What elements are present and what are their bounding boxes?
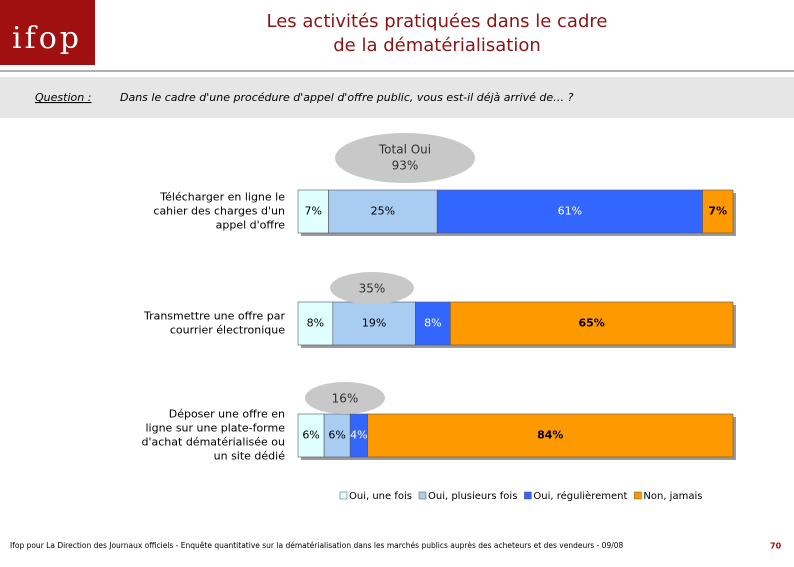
footer: Ifop pour La Direction des Journaux offi…: [10, 541, 624, 550]
value-label: 7%: [708, 205, 727, 218]
legend-swatch: [418, 491, 427, 500]
title-line: de la dématérialisation: [333, 35, 541, 56]
value-label: 84%: [537, 429, 563, 442]
category-label: Déposer une offre en ligne sur une plate-…: [142, 408, 286, 463]
total-label: 35%: [359, 282, 386, 296]
logo-box: [0, 0, 95, 65]
bar-segment: [323, 413, 351, 458]
value-label: 25%: [371, 205, 395, 218]
title-line: Les activités pratiquées dans le cadre: [267, 11, 608, 32]
total-label: 93%: [392, 159, 419, 173]
total-bubble: [335, 133, 475, 183]
bar-segment: [297, 413, 325, 458]
value-label: 6%: [328, 429, 345, 442]
bar-segment: [328, 189, 438, 234]
value-label: 19%: [362, 317, 386, 330]
total-bubble: [305, 382, 385, 414]
total-label: 16%: [332, 392, 359, 406]
question: Dans le cadre d'une procédure d'appel d'…: [120, 91, 574, 104]
value-label: 8%: [307, 317, 324, 330]
bar-segment: [702, 189, 734, 234]
divider: [0, 70, 794, 72]
value-label: 61%: [558, 205, 582, 218]
bar-segment: [436, 189, 703, 234]
legend-label: Oui, une fois: [349, 491, 412, 502]
total-title: Total Oui: [378, 143, 431, 157]
category-label: Télécharger en ligne le cahier des charge…: [153, 191, 285, 232]
bar-segment: [367, 413, 734, 458]
value-label: 7%: [304, 205, 321, 218]
category-label: Transmettre une offre par courrier électr…: [143, 310, 286, 337]
page-number: 70: [770, 542, 782, 551]
value-label: 4%: [350, 429, 367, 442]
value-label: 8%: [424, 317, 441, 330]
legend-label: Oui, régulièrement: [533, 490, 627, 502]
value-label: 6%: [302, 429, 319, 442]
legend-swatch: [339, 491, 348, 500]
legend-label: Oui, plusieurs fois: [428, 491, 517, 502]
legend-swatch: [634, 491, 642, 500]
total-bubble: [330, 272, 414, 304]
legend-swatch: [524, 491, 532, 500]
legend-label: Non, jamais: [643, 491, 702, 502]
value-label: 65%: [578, 317, 604, 330]
question-band: [0, 77, 794, 118]
bar-segment: [449, 301, 734, 346]
bar-segment: [297, 301, 334, 346]
logo: ifop: [12, 21, 82, 56]
bar-segment: [415, 301, 451, 346]
question-label: Question :: [35, 91, 91, 104]
